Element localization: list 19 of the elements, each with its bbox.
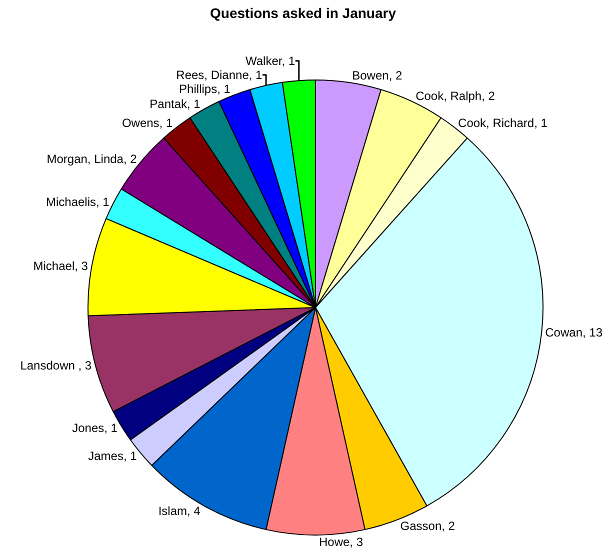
slice-label: Bowen, 2 [352,68,402,83]
chart-title: Questions asked in January [210,5,396,22]
slice-label: Pantak, 1 [150,96,201,111]
slice-label: Walker, 1 [245,54,296,68]
slice-label: Lansdown , 3 [20,358,92,372]
slice-label: Islam, 4 [158,504,201,518]
slice-label: Morgan, Linda, 2 [46,152,138,166]
slice-label: Cook, Ralph, 2 [416,88,496,103]
slice-label: Michaelis, 1 [46,195,110,210]
slice-label: James, 1 [88,448,138,463]
slice-label: Owens, 1 [122,116,173,130]
slice-label: Cook, Richard, 1 [458,116,548,130]
slice-label: Gasson, 2 [400,519,456,534]
slice-label: Phillips, 1 [179,82,231,96]
slice-label: Michael, 3 [33,258,88,273]
slice-label: Cowan, 13 [545,325,603,340]
slice-label: Rees, Dianne, 1 [176,68,263,82]
slice-label: Jones, 1 [72,420,118,435]
slice-label: Howe, 3 [319,535,364,549]
